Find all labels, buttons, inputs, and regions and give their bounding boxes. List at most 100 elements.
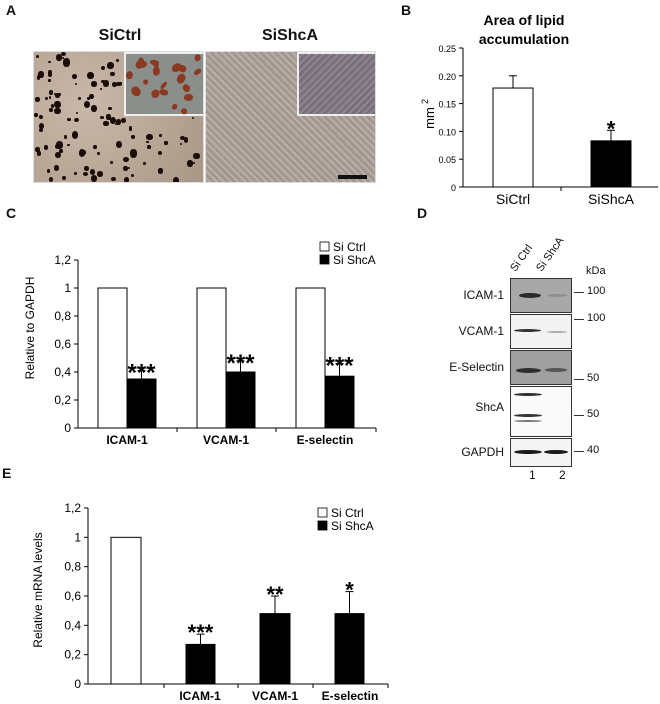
- bar: [259, 613, 291, 685]
- lipid-droplet: [38, 114, 43, 120]
- blot-strip-shca: [510, 386, 572, 437]
- x-category-label: VCAM-1: [203, 433, 249, 447]
- lipid-droplet: [36, 54, 40, 59]
- bar: [324, 375, 355, 429]
- lipid-droplet: [103, 121, 109, 127]
- bar: [97, 287, 128, 429]
- lipid-droplet: [63, 58, 70, 67]
- lane-number: 2: [559, 468, 566, 482]
- lipid-droplet: [75, 111, 79, 115]
- bar: [295, 287, 326, 429]
- lipid-droplet: [83, 171, 89, 176]
- bar: [185, 643, 216, 685]
- lipid-droplet: [157, 150, 163, 156]
- chart-b-title-line1: Area of lipid: [484, 12, 565, 28]
- marker-kda-label: 50: [587, 408, 600, 420]
- y-tick-label: 0.05: [438, 155, 456, 165]
- lipid-droplet: [53, 107, 61, 115]
- protein-band: [514, 414, 542, 417]
- lipid-droplet: [74, 82, 78, 85]
- bar: [590, 140, 632, 188]
- legend-swatch: [317, 507, 328, 518]
- significance-marker: **: [266, 582, 284, 607]
- chart-e-mrna-levels: Relative mRNA levels 00,20,40,60,811,2**…: [31, 501, 389, 703]
- lipid-droplet: [78, 148, 85, 157]
- y-tick-label: 0,4: [64, 618, 81, 632]
- lipid-droplet: [86, 72, 94, 80]
- chart-b-lipid-area: Area of lipid accumulation mm 2 0 0.05 0.1…: [420, 12, 658, 205]
- lipid-droplet: [73, 171, 77, 176]
- lipid-droplet: [55, 141, 63, 149]
- lipid-droplet: [38, 123, 45, 130]
- lipid-droplet: [48, 78, 51, 82]
- lipid-droplet: [109, 117, 117, 125]
- image-title-sishca: SiShcA: [261, 27, 318, 44]
- blot-row-label: GAPDH: [461, 445, 504, 459]
- x-category-label: VCAM-1: [252, 689, 298, 703]
- significance-marker: *: [607, 116, 616, 141]
- y-tick-label: 1,2: [54, 253, 71, 267]
- x-category-label: E-selectin: [322, 689, 379, 703]
- panel-label-b: B: [401, 2, 412, 18]
- lipid-droplet: [49, 108, 53, 112]
- blot-row-label: ICAM-1: [463, 288, 504, 302]
- micrograph-inset-sictrl: [124, 52, 203, 116]
- lipid-droplet: [186, 160, 193, 167]
- lipid-droplet: [122, 156, 129, 163]
- protein-band: [519, 293, 541, 298]
- bar: [110, 536, 142, 685]
- protein-band: [547, 294, 567, 297]
- lipid-droplet: [61, 56, 65, 59]
- lipid-droplet: [89, 94, 94, 100]
- x-category-label: E-selectin: [297, 433, 354, 447]
- lipid-droplet: [115, 119, 121, 125]
- lipid-droplet: [130, 149, 137, 158]
- marker-kda-label: 40: [587, 444, 600, 456]
- lipid-droplet: [109, 161, 113, 164]
- kda-header: kDa: [586, 265, 606, 277]
- lipid-droplet: [108, 107, 112, 111]
- lipid-droplet: [48, 90, 53, 96]
- y-tick-label: 0.10: [438, 127, 456, 137]
- lipid-droplet: [47, 168, 51, 173]
- lipid-droplet: [91, 175, 98, 182]
- lipid-droplet: [123, 166, 128, 171]
- y-tick-label: 0: [451, 183, 456, 193]
- lipid-droplet: [74, 117, 79, 123]
- marker-tick: [574, 415, 584, 416]
- chart-b-ylabel-sup: 2: [420, 99, 430, 104]
- lipid-droplet: [59, 149, 64, 154]
- y-tick-label: 1: [74, 530, 81, 544]
- y-tick-label: 0,8: [54, 309, 71, 323]
- lipid-droplet: [146, 133, 154, 141]
- lipid-droplet: [50, 103, 55, 109]
- bar: [492, 87, 534, 188]
- chart-e-ylabel: Relative mRNA levels: [31, 532, 45, 647]
- lipid-droplet: [54, 93, 57, 96]
- legend-swatch: [319, 254, 330, 265]
- lipid-droplet: [71, 131, 79, 140]
- marker-tick: [574, 319, 584, 320]
- protein-band: [514, 420, 542, 422]
- lipid-droplet: [115, 58, 119, 63]
- significance-marker: ***: [325, 353, 354, 380]
- significance-marker: *: [345, 578, 354, 603]
- lipid-droplet: [192, 162, 196, 165]
- marker-kda-label: 100: [587, 285, 606, 297]
- legend-swatch: [317, 520, 328, 531]
- y-tick-label: 0,6: [64, 589, 81, 603]
- legend-label: Si Ctrl: [331, 506, 364, 520]
- y-tick-label: 1: [64, 281, 71, 295]
- legend-label: Si ShcA: [333, 253, 376, 267]
- lipid-droplet: [62, 176, 67, 181]
- panel-label-d: D: [417, 205, 428, 221]
- protein-band: [547, 331, 567, 333]
- lipid-droplet: [123, 176, 130, 182]
- lane-header: Si ShcA: [534, 235, 567, 274]
- significance-marker: ***: [226, 350, 255, 377]
- y-tick-label: 0,6: [54, 337, 71, 351]
- lipid-droplet: [147, 144, 151, 150]
- lipid-droplet: [111, 176, 117, 182]
- lipid-droplet: [36, 151, 41, 156]
